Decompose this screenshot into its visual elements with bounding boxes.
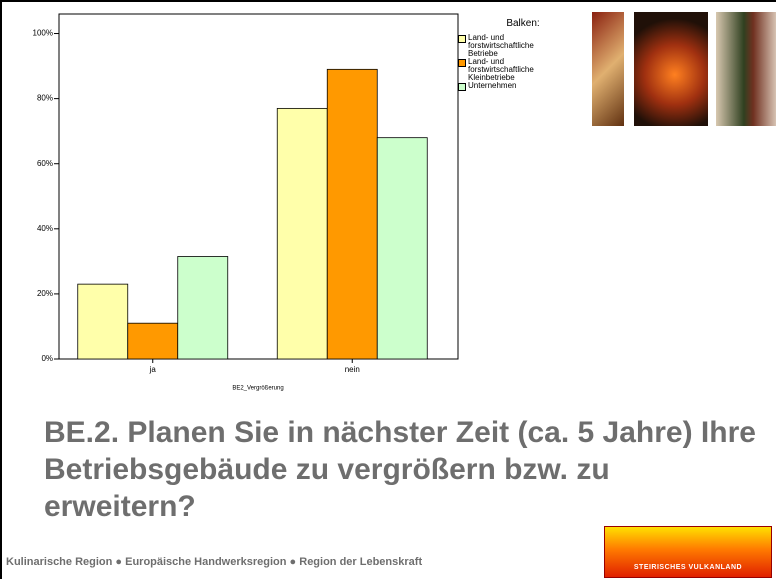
- bar: [77, 283, 129, 360]
- legend-label: Land- und forstwirtschaftliche Betriebe: [468, 33, 534, 58]
- bar: [177, 256, 229, 360]
- bar: [276, 107, 328, 360]
- slide-title: BE.2. Planen Sie in nächster Zeit (ca. 5…: [44, 416, 756, 523]
- legend-swatch: [458, 83, 466, 91]
- bar: [127, 322, 179, 360]
- y-tick-label: 0%: [41, 354, 53, 363]
- legend: Balken: Land- und forstwirtschaftliche B…: [458, 18, 578, 91]
- legend-swatch: [458, 59, 466, 67]
- y-tick-label: 80%: [37, 94, 53, 103]
- x-tick-label: ja: [149, 365, 157, 374]
- photo: [716, 12, 776, 126]
- x-tick-label: nein: [345, 365, 360, 374]
- footer: Kulinarische Region ● Europäische Handwe…: [6, 556, 423, 568]
- legend-swatch: [458, 35, 466, 43]
- legend-title: Balken:: [506, 18, 540, 29]
- legend-item: Land- und forstwirtschaftliche Kleinbetr…: [458, 58, 578, 82]
- chart: BE2_Vergrößerung 0% 20% 40% 60% 80% 100% ja nei…: [33, 13, 459, 392]
- legend-item: Land- und forstwirtschaftliche Betriebe: [458, 34, 578, 58]
- bar: [326, 68, 378, 360]
- x-axis-label: BE2_Vergrößerung: [232, 386, 283, 392]
- y-tick-label: 20%: [37, 289, 53, 298]
- y-tick-label: 40%: [37, 224, 53, 233]
- legend-item: Unternehmen: [458, 82, 578, 91]
- logo-text: STEIRISCHES VULKANLAND: [633, 564, 743, 571]
- photo: [592, 12, 624, 126]
- plot-frame: [58, 13, 459, 360]
- photo: [634, 12, 708, 126]
- y-tick-label: 60%: [37, 159, 53, 168]
- legend-label: Unternehmen: [468, 81, 517, 90]
- logo: STEIRISCHES VULKANLAND: [604, 526, 772, 578]
- y-tick-label: 100%: [33, 29, 53, 38]
- bar: [376, 137, 428, 360]
- legend-label: Land- und forstwirtschaftliche Kleinbetr…: [468, 57, 534, 82]
